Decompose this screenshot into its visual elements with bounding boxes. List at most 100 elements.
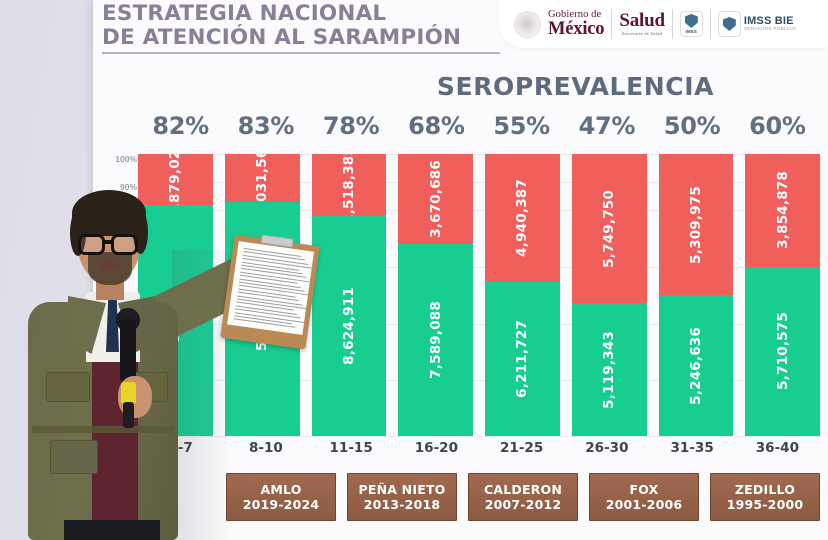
presenter-pocket-bottom: [50, 440, 98, 474]
bar-value-label: 2,518,385: [340, 154, 357, 217]
bar-value-label: 5,246,636: [687, 326, 704, 405]
imss-logo: IMSS: [679, 11, 703, 37]
imss-bienestar-shield-wrap: [717, 11, 741, 37]
term-years: 2019-2024: [242, 497, 320, 512]
imss-bienestar-text: IMSS BIE SERVICIOS PÚBLICO: [743, 14, 797, 32]
percent-label: 78%: [322, 112, 380, 140]
microphone-yellow-band: [121, 382, 136, 404]
salud-label: Salud: [619, 10, 665, 32]
presidential-term-boxes: AMLO 2019-2024 PEÑA NIETO 2013-2018 CALDERON…: [226, 473, 820, 521]
bar-column: 5,309,975 5,246,636: [658, 154, 734, 436]
bar-value-label: 7,589,088: [427, 301, 444, 380]
bar-value-label: 3,670,686: [427, 160, 444, 239]
bar-value-label: 8,624,911: [340, 287, 357, 365]
mexico-label: México: [548, 18, 605, 39]
imss-bienestar-shield-icon: [722, 17, 736, 31]
bar-segment-seropositive: 5,710,575: [745, 266, 820, 436]
bar-value-label: 4,940,387: [514, 178, 531, 257]
page-title-line-2: DE ATENCIÓN AL SARAMPIÓN: [102, 25, 462, 51]
imss-bienestar-label: IMSS BIE: [743, 14, 794, 27]
bar-segment-seronegative: 5,749,750: [571, 154, 647, 304]
bar-value-label: 5,749,750: [601, 189, 618, 268]
x-axis-label: 11-15: [329, 440, 373, 456]
presidential-term-box: CALDERON 2007-2012: [468, 473, 578, 521]
term-president-name: CALDERON: [483, 482, 563, 497]
x-axis-label: 36-40: [755, 440, 799, 456]
presidential-term-box: PEÑA NIETO 2013-2018: [347, 473, 457, 521]
bar-segment-seropositive: 8,624,911: [311, 216, 387, 436]
bar-value-label: 5,710,575: [774, 312, 791, 391]
bar-column: 4,940,387 6,211,727: [485, 154, 560, 436]
term-years: 1995-2000: [726, 497, 804, 512]
clipboard: [220, 234, 320, 350]
presenter-person: [0, 190, 298, 540]
y-axis-tick: 100%: [115, 154, 137, 164]
presenter-glasses-right-lens: [111, 234, 138, 255]
bar-segment-seropositive: 7,589,088: [398, 244, 473, 436]
title-divider: [102, 52, 500, 54]
presentation-slide: ESTRATEGIA NACIONAL DE ATENCIÓN AL SARAM…: [93, 0, 828, 540]
bar-segment-seronegative: 3,854,878: [745, 154, 820, 267]
slide-header: ESTRATEGIA NACIONAL DE ATENCIÓN AL SARAM…: [93, 0, 828, 58]
logo-divider-2: [671, 9, 673, 39]
microphone-stem: [123, 402, 134, 428]
clipboard-paper: [227, 241, 315, 335]
percent-label-row: 82% 83% 78% 68% 55% 47% 50% 60%: [138, 112, 820, 152]
bar-column: 2,518,385 8,624,911: [311, 154, 387, 436]
bar-value-label: 5,309,975: [687, 185, 704, 264]
chart-gridlines: [138, 154, 820, 437]
presenter-glasses-left-lens: [78, 234, 105, 255]
bar-segment-seronegative: 2,031,569: [224, 154, 300, 202]
bar-segment-seronegative: 4,940,387: [485, 154, 560, 281]
percent-label: 60%: [749, 112, 806, 140]
presenter-pocket-left: [46, 372, 90, 402]
imss-bienestar-logo: IMSS BIE SERVICIOS PÚBLICO: [717, 11, 797, 37]
percent-label: 55%: [493, 112, 550, 140]
gridline: [138, 436, 820, 437]
presidential-term-box: FOX 2001-2006: [589, 473, 699, 521]
x-axis-label: 31-35: [670, 440, 714, 456]
x-axis-label: 21-25: [500, 440, 544, 456]
gridline: [138, 210, 820, 211]
gridline: [138, 324, 820, 325]
secretaria-de-salud-label: Secretaría de Salud: [621, 31, 663, 37]
gridline: [138, 380, 820, 381]
term-years: 2007-2012: [484, 497, 562, 512]
presidential-term-box: AMLO 2019-2024: [226, 473, 336, 521]
gobierno-de-mexico-logo: Gobierno de México: [548, 9, 605, 39]
servicios-publicos-label: SERVICIOS PÚBLICO: [743, 26, 797, 32]
bar-column: 5,749,750 5,119,343: [571, 154, 647, 436]
mexican-eagle-seal-icon: [514, 10, 541, 38]
percent-label: 47%: [578, 112, 636, 140]
stacked-bar-chart: 82%83%78%68%55%47%50%60% 100%90%80% 2,87…: [93, 112, 828, 456]
bar-column: 3,854,878 5,710,575: [745, 154, 820, 436]
presenter-mouth: [101, 262, 118, 269]
imss-shield-icon: [684, 14, 698, 28]
term-years: 2001-2006: [605, 497, 683, 512]
term-president-name: AMLO: [260, 482, 302, 497]
bar-value-label: 6,211,727: [514, 319, 531, 398]
bar-segment-seronegative: 3,670,686: [398, 154, 473, 245]
percent-label: 82%: [152, 112, 209, 140]
x-axis-label: 16-20: [414, 440, 458, 456]
bar-segment-seropositive: 5,246,636: [658, 295, 734, 436]
salud-logo: Salud Secretaría de Salud: [619, 10, 665, 37]
bar-segment-seronegative: 2,518,385: [311, 154, 387, 217]
presenter-jacket-belt: [32, 426, 174, 433]
bar-value-label: 3,854,878: [774, 171, 791, 250]
x-axis-label: 26-30: [585, 440, 629, 456]
term-years: 2013-2018: [363, 497, 441, 512]
term-president-name: PEÑA NIETO: [358, 482, 446, 497]
logo-divider-3: [709, 9, 711, 39]
bar-segment-seropositive: 6,211,727: [485, 280, 560, 436]
page-title: ESTRATEGIA NACIONAL DE ATENCIÓN AL SARAM…: [102, 1, 502, 51]
bar-segment-seropositive: 5,119,343: [571, 303, 647, 436]
chart-title: SEROPREVALENCIA: [436, 72, 715, 101]
government-logo-bar: Gobierno de México Salud Secretaría de S…: [498, 0, 828, 48]
bar-segment-seronegative: 2,879,029: [138, 154, 213, 205]
percent-label: 83%: [237, 112, 295, 140]
percent-label: 50%: [663, 112, 721, 140]
term-president-name: FOX: [629, 482, 659, 497]
term-president-name: ZEDILLO: [734, 482, 796, 497]
